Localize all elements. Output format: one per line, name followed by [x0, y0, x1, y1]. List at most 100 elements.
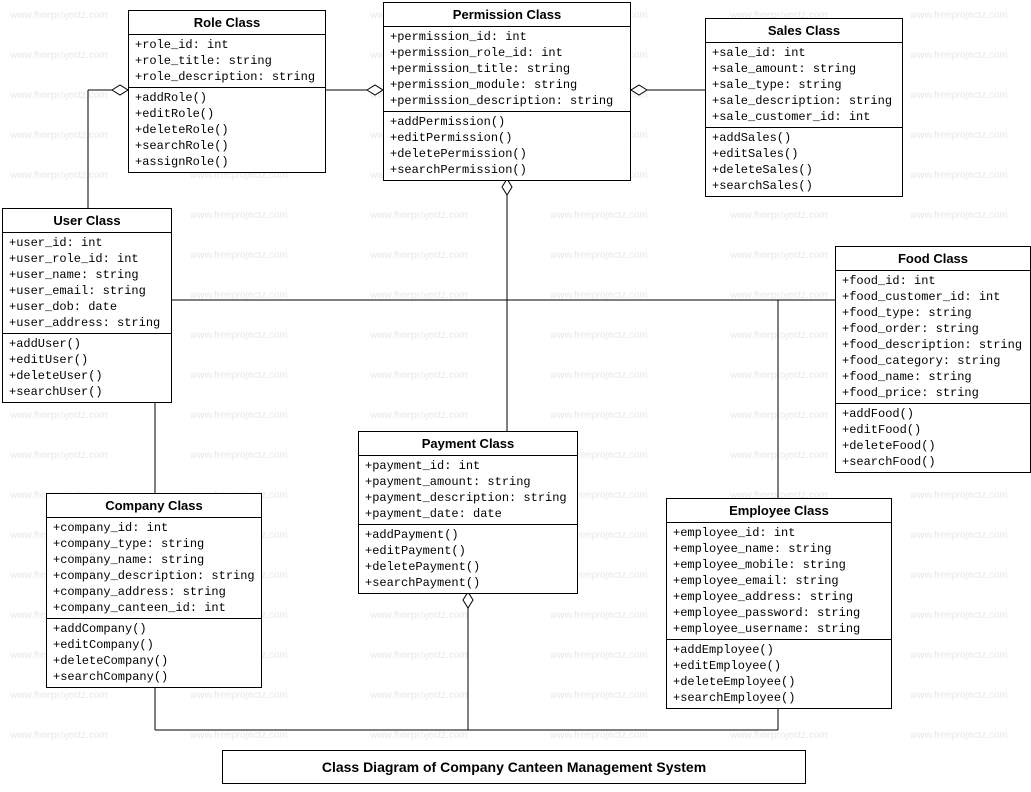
food-class-box: Food Class+food_id: int+food_customer_id…	[835, 246, 1031, 473]
operation-line: +addCompany()	[53, 621, 255, 637]
attribute-line: +food_name: string	[842, 369, 1024, 385]
watermark-text: www.freeprojectz.com	[370, 370, 468, 381]
attribute-line: +food_customer_id: int	[842, 289, 1024, 305]
watermark-text: www.freeprojectz.com	[190, 210, 288, 221]
watermark-text: www.freeprojectz.com	[910, 490, 1008, 501]
watermark-text: www.freeprojectz.com	[10, 50, 108, 61]
watermark-text: www.freeprojectz.com	[190, 450, 288, 461]
permission-operations: +addPermission()+editPermission()+delete…	[384, 112, 630, 180]
company-attributes: +company_id: int+company_type: string+co…	[47, 518, 261, 619]
watermark-text: www.freeprojectz.com	[910, 650, 1008, 661]
attribute-line: +permission_role_id: int	[390, 45, 624, 61]
attribute-line: +user_id: int	[9, 235, 165, 251]
operation-line: +addRole()	[135, 90, 319, 106]
employee-class-title: Employee Class	[667, 499, 891, 523]
permission-attributes: +permission_id: int+permission_role_id: …	[384, 27, 630, 112]
watermark-text: www.freeprojectz.com	[730, 330, 828, 341]
watermark-text: www.freeprojectz.com	[910, 210, 1008, 221]
watermark-text: www.freeprojectz.com	[910, 10, 1008, 21]
watermark-text: www.freeprojectz.com	[550, 330, 648, 341]
watermark-text: www.freeprojectz.com	[730, 410, 828, 421]
watermark-text: www.freeprojectz.com	[190, 250, 288, 261]
attribute-line: +employee_username: string	[673, 621, 885, 637]
attribute-line: +company_id: int	[53, 520, 255, 536]
watermark-text: www.freeprojectz.com	[190, 690, 288, 701]
attribute-line: +food_description: string	[842, 337, 1024, 353]
employee-attributes: +employee_id: int+employee_name: string+…	[667, 523, 891, 640]
operation-line: +addSales()	[712, 130, 896, 146]
attribute-line: +employee_address: string	[673, 589, 885, 605]
attribute-line: +permission_id: int	[390, 29, 624, 45]
watermark-text: www.freeprojectz.com	[550, 250, 648, 261]
watermark-text: www.freeprojectz.com	[550, 610, 648, 621]
watermark-text: www.freeprojectz.com	[370, 650, 468, 661]
watermark-text: www.freeprojectz.com	[370, 610, 468, 621]
watermark-text: www.freeprojectz.com	[910, 530, 1008, 541]
watermark-text: www.freeprojectz.com	[910, 610, 1008, 621]
payment-operations: +addPayment()+editPayment()+deletePaymen…	[359, 525, 577, 593]
food-operations: +addFood()+editFood()+deleteFood()+searc…	[836, 404, 1030, 472]
permission-class-box: Permission Class+permission_id: int+perm…	[383, 2, 631, 181]
watermark-text: www.freeprojectz.com	[190, 410, 288, 421]
operation-line: +searchPayment()	[365, 575, 571, 591]
attribute-line: +user_role_id: int	[9, 251, 165, 267]
attribute-line: +company_canteen_id: int	[53, 600, 255, 616]
watermark-text: www.freeprojectz.com	[370, 730, 468, 741]
company-operations: +addCompany()+editCompany()+deleteCompan…	[47, 619, 261, 687]
watermark-text: www.freeprojectz.com	[730, 730, 828, 741]
operation-line: +deleteFood()	[842, 438, 1024, 454]
attribute-line: +employee_mobile: string	[673, 557, 885, 573]
watermark-text: www.freeprojectz.com	[910, 130, 1008, 141]
attribute-line: +sale_type: string	[712, 77, 896, 93]
watermark-text: www.freeprojectz.com	[910, 170, 1008, 181]
attribute-line: +permission_title: string	[390, 61, 624, 77]
company-class-box: Company Class+company_id: int+company_ty…	[46, 493, 262, 688]
employee-class-box: Employee Class+employee_id: int+employee…	[666, 498, 892, 709]
attribute-line: +permission_description: string	[390, 93, 624, 109]
attribute-line: +sale_id: int	[712, 45, 896, 61]
watermark-text: www.freeprojectz.com	[730, 450, 828, 461]
permission-class-title: Permission Class	[384, 3, 630, 27]
attribute-line: +food_id: int	[842, 273, 1024, 289]
operation-line: +searchRole()	[135, 138, 319, 154]
watermark-text: www.freeprojectz.com	[10, 690, 108, 701]
operation-line: +searchPermission()	[390, 162, 624, 178]
operation-line: +addUser()	[9, 336, 165, 352]
watermark-text: www.freeprojectz.com	[730, 210, 828, 221]
watermark-text: www.freeprojectz.com	[10, 10, 108, 21]
watermark-text: www.freeprojectz.com	[10, 90, 108, 101]
attribute-line: +user_email: string	[9, 283, 165, 299]
operation-line: +searchFood()	[842, 454, 1024, 470]
role-operations: +addRole()+editRole()+deleteRole()+searc…	[129, 88, 325, 172]
food-attributes: +food_id: int+food_customer_id: int +food…	[836, 271, 1030, 404]
attribute-line: +food_order: string	[842, 321, 1024, 337]
role-class-title: Role Class	[129, 11, 325, 35]
sales-attributes: +sale_id: int+sale_amount: string+sale_t…	[706, 43, 902, 128]
operation-line: +deletePayment()	[365, 559, 571, 575]
payment-class-title: Payment Class	[359, 432, 577, 456]
attribute-line: +company_name: string	[53, 552, 255, 568]
attribute-line: +payment_description: string	[365, 490, 571, 506]
watermark-text: www.freeprojectz.com	[370, 410, 468, 421]
operation-line: +editPermission()	[390, 130, 624, 146]
attribute-line: +user_dob: date	[9, 299, 165, 315]
watermark-text: www.freeprojectz.com	[550, 650, 648, 661]
watermark-text: www.freeprojectz.com	[550, 730, 648, 741]
operation-line: +deleteCompany()	[53, 653, 255, 669]
attribute-line: +role_id: int	[135, 37, 319, 53]
watermark-text: www.freeprojectz.com	[190, 370, 288, 381]
watermark-text: www.freeprojectz.com	[10, 410, 108, 421]
operation-line: +addPermission()	[390, 114, 624, 130]
attribute-line: +company_description: string	[53, 568, 255, 584]
watermark-text: www.freeprojectz.com	[550, 410, 648, 421]
operation-line: +editRole()	[135, 106, 319, 122]
employee-operations: +addEmployee()+editEmployee()+deleteEmpl…	[667, 640, 891, 708]
attribute-line: +payment_date: date	[365, 506, 571, 522]
watermark-text: www.freeprojectz.com	[370, 290, 468, 301]
operation-line: +assignRole()	[135, 154, 319, 170]
role-class-box: Role Class+role_id: int+role_title: stri…	[128, 10, 326, 173]
attribute-line: +company_address: string	[53, 584, 255, 600]
payment-class-box: Payment Class+payment_id: int+payment_am…	[358, 431, 578, 594]
company-class-title: Company Class	[47, 494, 261, 518]
watermark-text: www.freeprojectz.com	[190, 330, 288, 341]
